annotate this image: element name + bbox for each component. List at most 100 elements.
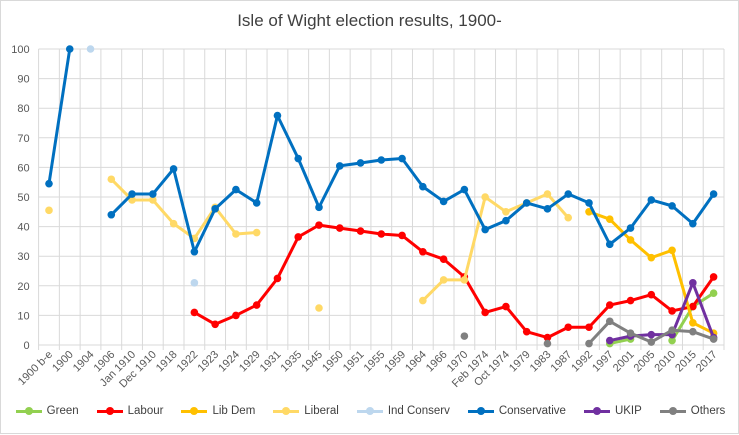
data-point-labour	[398, 231, 406, 240]
data-point-liberal	[107, 175, 116, 184]
data-point-labour	[190, 308, 199, 317]
x-tick-label: 1945	[299, 349, 325, 375]
data-point-conservative	[65, 45, 74, 53]
data-point-labour	[211, 320, 219, 329]
x-tick-label: 1918	[154, 349, 180, 375]
x-tick-label: 2015	[673, 349, 699, 375]
legend-item-others: Others	[659, 405, 726, 417]
data-point-labour	[315, 221, 323, 229]
data-point-labour	[439, 255, 448, 263]
y-tick-label: 80	[17, 103, 29, 115]
data-point-labour	[481, 308, 489, 317]
x-tick-label: 1904	[71, 349, 97, 375]
data-point-labour	[689, 302, 697, 311]
data-point-labour	[647, 290, 656, 299]
data-point-conservative	[668, 202, 676, 210]
data-point-conservative	[419, 182, 427, 191]
legend-label: Lib Dem	[212, 405, 256, 417]
series-line-conservative	[47, 48, 72, 184]
data-point-others	[709, 335, 718, 343]
data-point-liberal	[149, 196, 157, 204]
data-point-others	[668, 326, 676, 335]
data-point-conservative	[481, 225, 489, 234]
y-tick-label: 100	[11, 44, 29, 56]
legend-label: Green	[46, 405, 79, 417]
data-point-labour	[232, 311, 240, 320]
x-tick-label: 1900 b-e	[16, 349, 55, 388]
data-point-conservative	[107, 210, 116, 219]
y-tick-label: 10	[17, 310, 29, 322]
data-point-lib-dem	[689, 319, 697, 327]
data-point-liberal	[502, 208, 510, 216]
x-tick-label: 1964	[403, 349, 429, 375]
data-point-conservative	[460, 185, 469, 194]
legend-item-ukip: UKIP	[583, 405, 642, 417]
data-point-conservative	[605, 240, 614, 249]
data-point-lib-dem	[668, 246, 676, 255]
data-point-conservative	[335, 162, 344, 170]
legend-item-lib-dem: Lib Dem	[181, 405, 255, 417]
legend-item-liberal: Liberal	[273, 405, 339, 417]
data-point-conservative	[315, 203, 323, 212]
data-point-labour	[294, 233, 303, 241]
data-point-labour	[252, 301, 261, 309]
legend-swatch	[15, 407, 42, 415]
data-point-others	[543, 339, 552, 348]
legend-swatch	[273, 407, 300, 415]
data-point-conservative	[128, 190, 136, 198]
legend-swatch	[659, 407, 686, 415]
data-point-conservative	[564, 190, 573, 198]
data-point-conservative	[190, 247, 199, 256]
data-point-conservative	[709, 190, 718, 198]
data-point-liberal	[564, 213, 573, 222]
data-point-others	[605, 317, 614, 326]
legend-label: Liberal	[304, 405, 339, 417]
x-tick-label: 1950	[320, 349, 346, 375]
y-tick-label: 0	[23, 340, 29, 352]
x-tick-label: 2017	[694, 349, 720, 375]
data-point-labour	[522, 327, 531, 336]
legend-item-ind-conserv: Ind Conserv	[356, 405, 450, 417]
x-tick-label: 2001	[611, 349, 637, 375]
data-point-liberal	[543, 190, 552, 198]
legend-label: Others	[690, 405, 726, 417]
data-point-conservative	[647, 196, 656, 204]
data-point-conservative	[439, 197, 448, 206]
data-point-labour	[502, 302, 510, 311]
legend-item-labour: Labour	[96, 405, 164, 417]
data-point-labour	[564, 323, 573, 332]
y-tick-label: 20	[17, 281, 29, 293]
y-tick-label: 30	[17, 251, 29, 263]
data-point-liberal	[315, 304, 323, 312]
series-line-conservative	[110, 114, 715, 254]
data-point-labour	[273, 274, 282, 283]
data-point-liberal	[460, 276, 469, 284]
x-tick-label: 1987	[549, 349, 575, 375]
data-point-ukip	[647, 330, 656, 339]
x-tick-label: 1992	[569, 349, 595, 375]
data-point-ukip	[605, 336, 614, 345]
data-point-liberal	[439, 276, 448, 284]
data-point-others	[626, 329, 635, 337]
y-tick-label: 50	[17, 192, 29, 204]
data-point-conservative	[377, 156, 386, 164]
legend: Green Labour Lib Dem Liberal Ind Conserv Cons…	[1, 405, 739, 417]
data-point-labour	[377, 230, 386, 238]
data-point-conservative	[543, 205, 552, 213]
data-point-labour	[626, 296, 635, 305]
legend-item-green: Green	[15, 405, 79, 417]
data-point-others	[585, 339, 593, 348]
x-tick-label: 1955	[362, 349, 388, 375]
data-point-ind-conserv	[86, 45, 95, 53]
data-point-conservative	[252, 199, 261, 207]
legend-label: Labour	[127, 405, 164, 417]
x-tick-label: 1979	[507, 349, 533, 375]
y-tick-label: 60	[17, 162, 29, 174]
y-tick-label: 70	[17, 133, 29, 145]
data-point-conservative	[169, 165, 178, 173]
x-tick-label: 1997	[590, 349, 616, 375]
data-point-liberal	[169, 219, 178, 228]
data-point-liberal	[252, 228, 261, 237]
data-point-labour	[605, 301, 614, 309]
